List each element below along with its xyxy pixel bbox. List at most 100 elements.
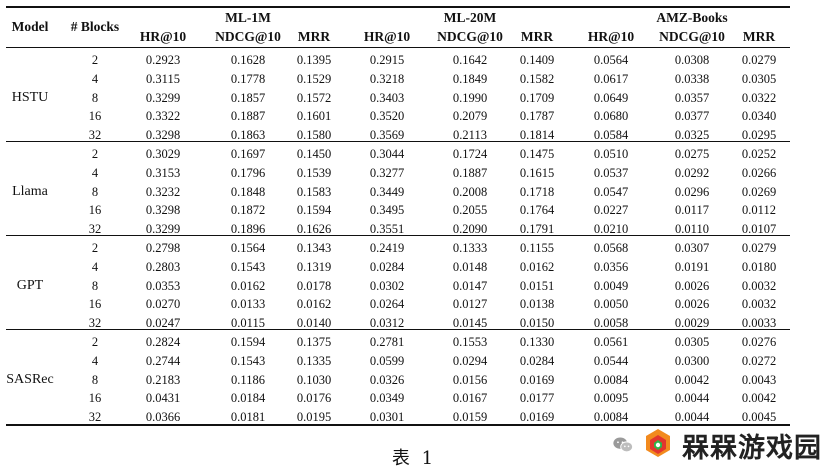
metric-cell: 0.0305: [741, 71, 777, 86]
metric-cell: 0.1186: [231, 372, 265, 387]
metric-cell: 0.3299: [145, 222, 181, 237]
header-metric: HR@10: [139, 29, 187, 44]
metric-cell: 0.0325: [674, 128, 710, 143]
metric-cell: 0.1594: [230, 335, 266, 349]
metric-cell: 0.1814: [519, 128, 555, 143]
metric-cell: 0.3115: [146, 71, 180, 86]
metric-cell: 0.1564: [230, 241, 266, 255]
metric-cell: 0.1155: [520, 241, 554, 255]
metric-cell: 0.3153: [145, 165, 181, 180]
metric-cell: 0.0276: [741, 335, 777, 349]
header-metric: NDCG@10: [215, 29, 281, 44]
metric-cell: 0.0547: [593, 184, 629, 199]
metric-cell: 0.0026: [674, 297, 710, 312]
metric-cell: 0.1724: [452, 147, 488, 161]
watermark: 槑槑游戏园: [612, 422, 826, 468]
metric-cell: 0.0302: [369, 278, 405, 293]
model-name: Llama: [12, 183, 48, 199]
metric-cell: 0.1572: [296, 90, 332, 105]
metric-cell: 0.0564: [593, 53, 629, 67]
blocks-cell: 2: [91, 335, 99, 349]
model-name: HSTU: [11, 89, 49, 105]
metric-cell: 0.0058: [593, 316, 629, 331]
metric-cell: 0.0045: [741, 410, 777, 425]
metric-cell: 0.0107: [741, 222, 777, 237]
metric-cell: 0.0338: [674, 71, 710, 86]
metric-cell: 0.3044: [369, 147, 405, 161]
metric-cell: 0.0140: [296, 316, 332, 331]
metric-cell: 0.2824: [145, 335, 181, 349]
metric-cell: 0.2113: [453, 128, 487, 143]
metric-cell: 0.1343: [296, 241, 332, 255]
blocks-cell: 16: [88, 203, 102, 218]
metric-cell: 0.0042: [674, 372, 710, 387]
header-model: Model: [11, 19, 49, 34]
blocks-cell: 32: [88, 316, 102, 331]
blocks-cell: 8: [91, 90, 99, 105]
metric-cell: 0.0510: [593, 147, 629, 161]
metric-cell: 0.0169: [519, 410, 555, 425]
metric-cell: 0.0266: [741, 165, 777, 180]
metric-cell: 0.0110: [675, 222, 709, 237]
metric-cell: 0.2419: [369, 241, 405, 255]
metric-cell: 0.2079: [452, 109, 488, 124]
header-metric: MRR: [742, 29, 776, 44]
metric-cell: 0.0191: [674, 259, 710, 274]
metric-cell: 0.0269: [741, 184, 777, 199]
metric-cell: 0.1718: [519, 184, 555, 199]
blocks-cell: 4: [91, 353, 99, 368]
header-metric: HR@10: [587, 29, 635, 44]
blocks-cell: 4: [91, 71, 99, 86]
metric-cell: 0.3232: [145, 184, 181, 199]
blocks-cell: 8: [91, 278, 99, 293]
metric-cell: 0.0162: [519, 259, 555, 274]
blocks-cell: 4: [91, 165, 99, 180]
blocks-cell: 32: [88, 410, 102, 425]
model-name: SASRec: [6, 371, 54, 387]
metric-cell: 0.0264: [369, 297, 405, 312]
metric-cell: 0.0326: [369, 372, 405, 387]
metric-cell: 0.0300: [674, 353, 710, 368]
metric-cell: 0.0252: [741, 147, 777, 161]
metric-cell: 0.0184: [230, 391, 266, 406]
metric-cell: 0.0357: [674, 90, 710, 105]
metric-cell: 0.3218: [369, 71, 405, 86]
metric-cell: 0.0115: [231, 316, 265, 331]
metric-cell: 0.1791: [519, 222, 555, 237]
metric-cell: 0.0177: [519, 391, 555, 406]
metric-cell: 0.0084: [593, 410, 629, 425]
metric-cell: 0.0301: [369, 410, 405, 425]
metric-cell: 0.0117: [675, 203, 709, 218]
metric-cell: 0.1887: [230, 109, 266, 124]
metric-cell: 0.0138: [519, 297, 555, 312]
metric-cell: 0.1330: [519, 335, 555, 349]
blocks-cell: 2: [91, 147, 99, 161]
metric-cell: 0.2803: [145, 259, 181, 274]
metric-cell: 0.1601: [296, 109, 332, 124]
metric-cell: 0.1857: [230, 90, 266, 105]
metric-cell: 0.0340: [741, 109, 777, 124]
metric-cell: 0.0112: [742, 203, 776, 218]
blocks-cell: 16: [88, 109, 102, 124]
metric-cell: 0.0042: [741, 391, 777, 406]
metric-cell: 0.0167: [452, 391, 488, 406]
metric-cell: 0.3322: [145, 109, 181, 124]
metric-cell: 0.0292: [674, 165, 710, 180]
metric-cell: 0.1580: [296, 128, 332, 143]
metric-cell: 0.0599: [369, 353, 405, 368]
metric-cell: 0.1475: [519, 147, 555, 161]
metric-cell: 0.1787: [519, 109, 555, 124]
metric-cell: 0.0275: [674, 147, 710, 161]
metric-cell: 0.1543: [230, 259, 266, 274]
metric-cell: 0.0247: [145, 316, 181, 331]
header-metric: HR@10: [363, 29, 411, 44]
metric-cell: 0.3029: [145, 147, 181, 161]
metric-cell: 0.2183: [145, 372, 181, 387]
metric-cell: 0.0127: [452, 297, 488, 312]
metric-cell: 0.0349: [369, 391, 405, 406]
metric-cell: 0.2915: [369, 53, 405, 67]
metric-cell: 0.0279: [741, 53, 777, 67]
table-rule: [6, 424, 790, 426]
metric-cell: 0.0159: [452, 410, 488, 425]
metric-cell: 0.3298: [145, 203, 181, 218]
